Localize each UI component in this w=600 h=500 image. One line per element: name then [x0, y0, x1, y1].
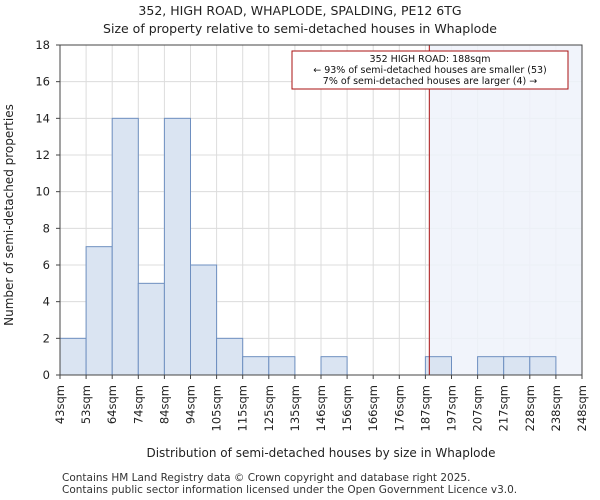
bar-84sqm — [163, 117, 191, 376]
bar-43sqm — [59, 337, 87, 376]
x-tick-label: 64sqm — [105, 385, 119, 424]
x-tick-label: 156sqm — [340, 385, 354, 431]
x-tick-label: 115sqm — [236, 385, 250, 431]
annotation-border — [291, 50, 569, 90]
chart-subtitle: Size of property relative to semi-detach… — [103, 21, 497, 36]
x-tick-label: 125sqm — [262, 385, 276, 431]
x-tick-label: 105sqm — [210, 385, 224, 431]
bar-217sqm — [503, 356, 531, 376]
y-tick-label: 14 — [35, 111, 50, 125]
x-axis-label: Distribution of semi-detached houses by … — [146, 446, 495, 460]
bar-53sqm — [85, 246, 113, 376]
annotation-line-3: 7% of semi-detached houses are larger (4… — [323, 76, 537, 87]
x-tick-label: 146sqm — [314, 385, 328, 431]
y-axis-ticks: 0 2 4 6 8 10 12 14 16 18 — [35, 38, 60, 382]
chart-title: 352, HIGH ROAD, WHAPLODE, SPALDING, PE12… — [138, 3, 462, 18]
x-axis-ticks: 43sqm 53sqm 64sqm 74sqm 84sqm 94sqm 105sqm 115s… — [53, 375, 589, 431]
y-tick-label: 10 — [35, 185, 50, 199]
x-tick-label: 238sqm — [549, 385, 563, 431]
bar-105sqm — [216, 337, 244, 376]
x-tick-label: 74sqm — [131, 385, 145, 424]
x-tick-label: 84sqm — [157, 385, 171, 424]
bar-64sqm — [111, 117, 139, 376]
x-tick-label: 94sqm — [184, 385, 198, 424]
x-tick-label: 197sqm — [445, 385, 459, 431]
annotation-line-1: 352 HIGH ROAD: 188sqm — [370, 54, 491, 65]
x-tick-label: 135sqm — [288, 385, 302, 431]
x-tick-label: 43sqm — [53, 385, 67, 424]
bar-74sqm — [137, 282, 165, 376]
footer-licence: Contains public sector information licen… — [62, 484, 518, 496]
bar-115sqm — [242, 356, 270, 376]
bar-94sqm — [190, 264, 218, 376]
bar-125sqm — [268, 356, 296, 376]
y-tick-label: 18 — [35, 38, 50, 52]
x-tick-label: 217sqm — [497, 385, 511, 431]
y-axis-label: Number of semi-detached properties — [2, 104, 16, 326]
y-tick-label: 0 — [43, 368, 50, 382]
footer-copyright: Contains HM Land Registry data © Crown c… — [62, 472, 471, 484]
larger-properties-region — [429, 45, 582, 375]
y-tick-label: 4 — [43, 295, 50, 309]
x-tick-label: 228sqm — [523, 385, 537, 431]
y-tick-label: 8 — [43, 221, 50, 235]
bar-146sqm — [320, 356, 348, 376]
bar-207sqm — [477, 356, 505, 376]
x-tick-label: 176sqm — [392, 385, 406, 431]
annotation-line-2: ← 93% of semi-detached houses are smalle… — [313, 65, 547, 76]
y-tick-label: 16 — [35, 75, 50, 89]
x-tick-label: 248sqm — [575, 385, 589, 431]
y-tick-label: 2 — [43, 331, 50, 345]
x-tick-label: 53sqm — [79, 385, 93, 424]
x-tick-label: 166sqm — [366, 385, 380, 431]
x-tick-label: 207sqm — [471, 385, 485, 431]
bars-layer — [59, 117, 557, 376]
y-tick-label: 6 — [43, 258, 50, 272]
y-tick-label: 12 — [35, 148, 50, 162]
annotation-box: 352 HIGH ROAD: 188sqm ← 93% of semi-deta… — [291, 50, 569, 90]
x-tick-label: 187sqm — [418, 385, 432, 431]
bar-228sqm — [529, 356, 557, 376]
